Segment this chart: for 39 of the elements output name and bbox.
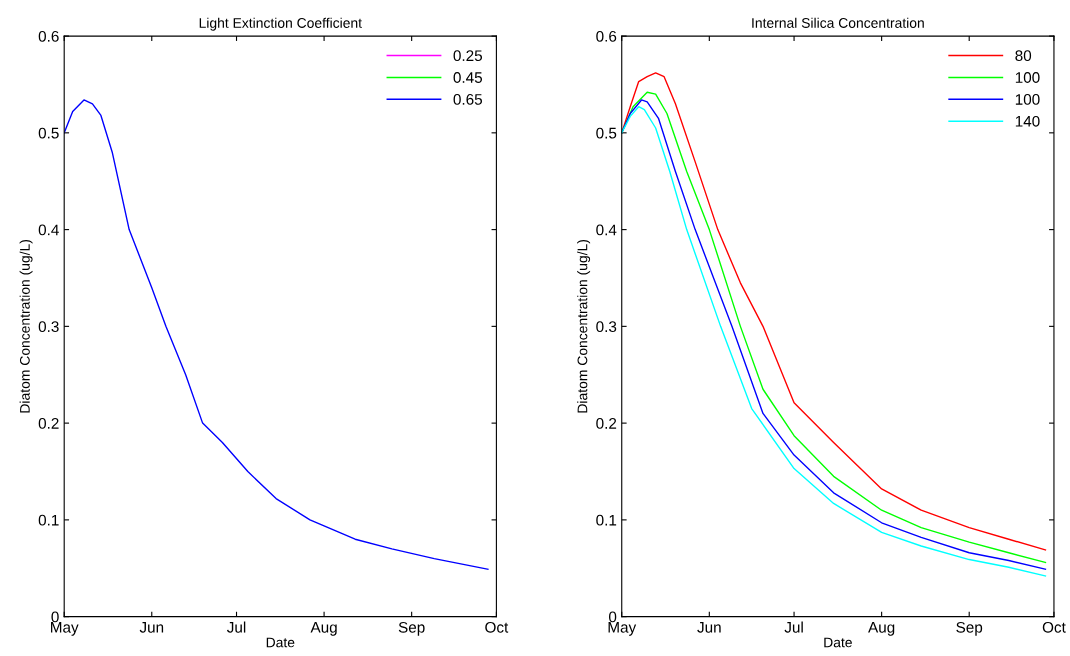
y-tick-label: 0: [608, 611, 617, 623]
x-tick-label: Sep: [398, 621, 425, 636]
legend-label: 140: [1015, 115, 1040, 127]
y-tick-label: 0.4: [38, 224, 59, 236]
y-tick-label: 0.3: [38, 321, 59, 333]
y-tick-label: 0.2: [38, 417, 59, 429]
x-tick-label: May: [51, 622, 79, 636]
chart-title: Internal Silica Concentration: [752, 17, 924, 28]
legend-label: 100: [1015, 93, 1040, 105]
x-axis-title: Date: [266, 637, 295, 648]
y-tick-label: 0.6: [596, 30, 617, 42]
x-tick-label: Aug: [310, 622, 337, 636]
y-tick-label: 0.4: [596, 224, 617, 236]
legend-label: 0.45: [453, 72, 483, 83]
y-axis-title: Diatom Concentration (ug/L): [577, 239, 591, 413]
x-tick-label: Oct: [485, 621, 509, 633]
legend-label: 0.25: [453, 50, 483, 62]
x-tick-label: Sep: [956, 621, 983, 636]
legend-label: 80: [1015, 50, 1032, 62]
x-tick-label: Jul: [226, 621, 246, 633]
y-tick-label: 0.3: [596, 321, 617, 333]
y-tick-label: 0: [51, 611, 59, 623]
legend-label: 0.65: [453, 93, 483, 105]
chart-title: Light Extinction Coefficient: [199, 17, 362, 31]
x-tick-label: Jul: [784, 621, 803, 633]
x-tick-label: Oct: [1042, 621, 1066, 633]
y-tick-label: 0.5: [596, 127, 617, 139]
x-tick-label: May: [608, 622, 637, 636]
x-axis-title: Date: [824, 637, 852, 648]
y-tick-label: 0.6: [38, 30, 59, 42]
x-tick-label: Jun: [139, 622, 164, 633]
y-tick-label: 0.5: [38, 127, 59, 139]
y-tick-label: 0.1: [38, 514, 59, 526]
y-axis-title: Diatom Concentration (ug/L): [19, 239, 33, 413]
x-tick-label: Aug: [868, 622, 895, 636]
y-tick-label: 0.1: [596, 514, 617, 526]
legend-label: 100: [1015, 72, 1040, 83]
x-tick-label: Jun: [697, 622, 721, 633]
y-tick-label: 0.2: [596, 417, 617, 429]
